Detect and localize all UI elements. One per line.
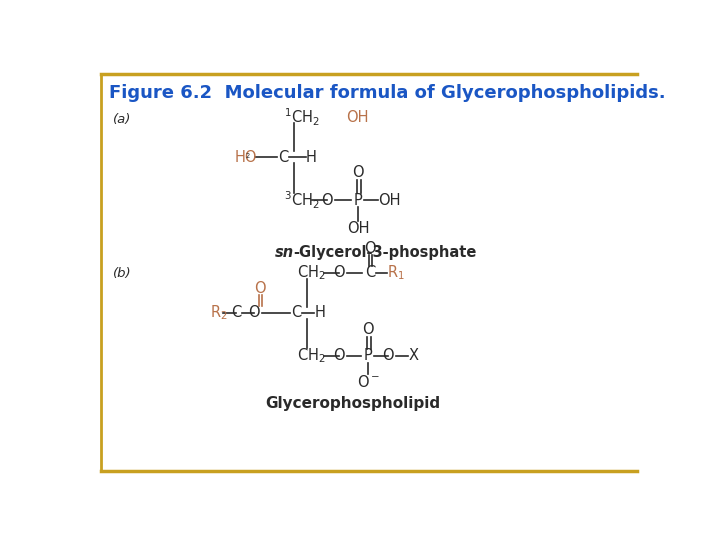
- Text: O: O: [362, 322, 374, 337]
- Text: O: O: [352, 165, 364, 180]
- Text: H: H: [306, 150, 317, 165]
- Text: C: C: [230, 305, 241, 320]
- Text: P: P: [354, 193, 363, 208]
- Text: O: O: [333, 348, 345, 363]
- Text: O: O: [248, 305, 260, 320]
- Text: O: O: [382, 348, 394, 363]
- Text: (a): (a): [113, 112, 132, 125]
- Text: P: P: [364, 348, 373, 363]
- Text: OH: OH: [347, 220, 369, 235]
- Text: H: H: [315, 305, 325, 320]
- Text: O$^-$: O$^-$: [356, 374, 380, 390]
- Text: O: O: [322, 193, 333, 208]
- Text: $^1$CH$_2$: $^1$CH$_2$: [284, 106, 320, 128]
- Text: CH$_2$: CH$_2$: [297, 264, 326, 282]
- Text: -Glycerol-3-phosphate: -Glycerol-3-phosphate: [294, 245, 477, 260]
- Text: R$_2$: R$_2$: [210, 303, 228, 322]
- Text: Figure 6.2  Molecular formula of Glycerophospholipids.: Figure 6.2 Molecular formula of Glycerop…: [109, 84, 665, 102]
- Text: OH: OH: [346, 110, 369, 125]
- Text: $^3$CH$_2$: $^3$CH$_2$: [284, 190, 320, 211]
- Text: O: O: [364, 240, 376, 255]
- Text: Glycerophospholipid: Glycerophospholipid: [265, 396, 440, 411]
- Text: CH$_2$: CH$_2$: [297, 347, 326, 365]
- Text: (b): (b): [113, 267, 132, 280]
- Text: sn: sn: [274, 245, 294, 260]
- Text: C: C: [291, 305, 301, 320]
- Text: R$_1$: R$_1$: [387, 264, 405, 282]
- Text: $^2$: $^2$: [245, 153, 251, 163]
- Text: X: X: [408, 348, 418, 363]
- Text: OH: OH: [378, 193, 401, 208]
- Text: O: O: [333, 265, 345, 280]
- Text: C: C: [364, 265, 375, 280]
- Text: C: C: [278, 150, 288, 165]
- Text: O: O: [255, 281, 266, 295]
- Text: HO: HO: [235, 150, 258, 165]
